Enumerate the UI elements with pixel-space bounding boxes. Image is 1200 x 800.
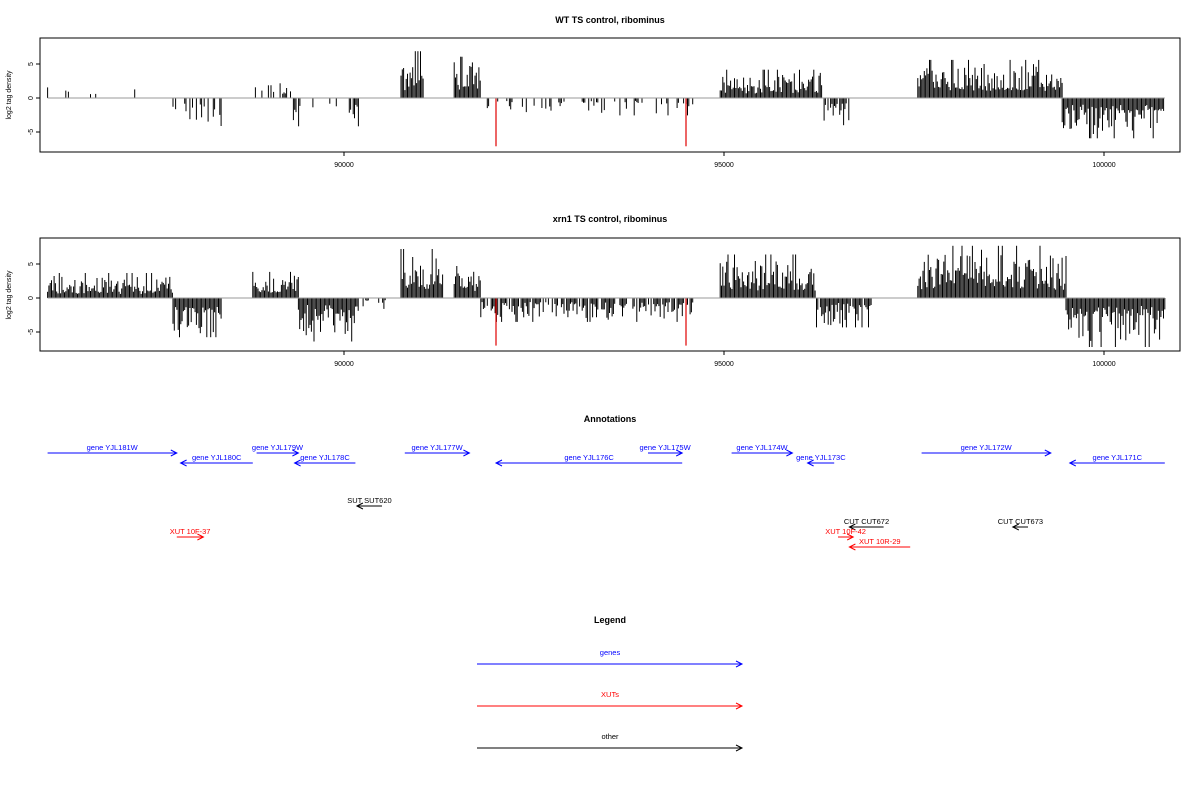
panel-title: WT TS control, ribominus (555, 15, 665, 25)
y-tick-label: -5 (28, 329, 35, 335)
annotation-arrowhead (197, 533, 205, 541)
y-tick-label: -5 (28, 129, 35, 135)
annotation-arrowhead (848, 523, 856, 531)
annotation-label: gene YJL179W (252, 443, 304, 452)
panel-title: xrn1 TS control, ribominus (553, 214, 668, 224)
legend-items: genes XUTs other (477, 648, 744, 752)
x-tick-label: 95000 (714, 361, 734, 368)
legend-label: other (601, 732, 619, 741)
legend-label: genes (600, 648, 621, 657)
annotation-label: gene YJL175W (640, 443, 692, 452)
annotation-label: gene YJL172W (961, 443, 1013, 452)
y-axis: 5 0 -5 (28, 62, 40, 135)
bars-group (47, 245, 1166, 347)
legend-panel: Legend genes XUTs other (477, 615, 744, 752)
y-tick-label: 5 (28, 262, 35, 266)
annotation-arrowhead (1068, 459, 1077, 467)
annotation-arrowhead (1044, 449, 1052, 457)
annotation-arrowhead (293, 459, 301, 467)
annotation-arrowhead (846, 533, 855, 541)
panel-wt: WT TS control, ribominus 90000 95000 10000… (6, 15, 1181, 169)
x-tick-label: 100000 (1092, 162, 1115, 169)
y-axis-label: log2 tag density (6, 70, 13, 120)
x-tick-label: 90000 (334, 361, 354, 368)
annotation-arrowhead (494, 459, 503, 467)
legend-arrowhead (735, 744, 744, 752)
annotation-label: gene YJL181W (87, 443, 139, 452)
plot-frame (39, 237, 1181, 352)
panel-xrn1: xrn1 TS control, ribominus 90000 95000 100… (6, 214, 1181, 368)
annotation-arrowhead (463, 449, 471, 457)
annotations-panel: Annotations gene YJL181W gene YJL180C gene… (47, 414, 1165, 551)
highlight-bars (495, 298, 687, 346)
legend-arrowhead (735, 702, 744, 710)
annotation-label: gene YJL176C (564, 453, 614, 462)
y-tick-label: 0 (28, 96, 35, 100)
y-axis-label: log2 tag density (6, 270, 13, 320)
x-tick-label: 95000 (714, 162, 734, 169)
annotation-arrowhead (170, 449, 178, 457)
y-tick-label: 0 (28, 296, 35, 300)
annotation-label: gene YJL173C (796, 453, 846, 462)
annotation-label: SUT SUT620 (347, 496, 391, 505)
annotation-arrowhead (1011, 523, 1020, 531)
x-axis: 90000 95000 100000 (334, 152, 1116, 169)
bars-group (47, 51, 1165, 139)
annotation-label: CUT CUT672 (844, 517, 889, 526)
y-tick-label: 5 (28, 62, 35, 66)
highlight-bars (495, 98, 687, 147)
annotation-label: gene YJL180C (192, 453, 242, 462)
annotation-arrowhead (179, 459, 187, 467)
annotations-title: Annotations (584, 414, 637, 424)
annotation-label: gene YJL178C (300, 453, 350, 462)
legend-title: Legend (594, 615, 626, 625)
y-axis: 5 0 -5 (28, 262, 40, 335)
annotation-label: CUT CUT673 (998, 517, 1043, 526)
x-axis: 90000 95000 100000 (334, 351, 1116, 368)
annotation-label: gene YJL171C (1093, 453, 1143, 462)
annotation-label: XUT 10F-37 (170, 527, 211, 536)
x-tick-label: 100000 (1092, 361, 1115, 368)
legend-label: XUTs (601, 690, 619, 699)
annotation-arrowhead (675, 449, 684, 457)
legend-arrowhead (735, 660, 744, 668)
annotation-label: gene YJL177W (412, 443, 464, 452)
x-tick-label: 90000 (334, 162, 354, 169)
annotation-arrowhead (786, 449, 794, 457)
plot-frame (39, 37, 1181, 153)
annotation-arrowhead (355, 502, 364, 510)
annotation-label: gene YJL174W (736, 443, 788, 452)
annotation-arrowhead (806, 459, 814, 467)
annotation-arrowhead (848, 543, 856, 551)
annotation-label: XUT 10F-42 (825, 527, 866, 536)
annotation-label: XUT 10R-29 (859, 537, 901, 546)
annotation-arrowhead (292, 449, 300, 457)
